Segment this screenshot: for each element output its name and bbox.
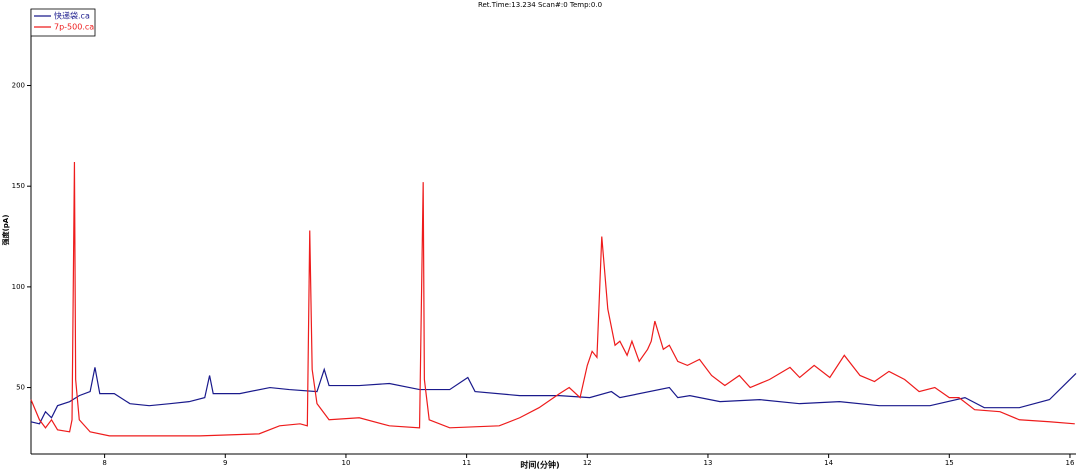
- y-tick-label: 50: [16, 384, 25, 392]
- y-tick-label: 100: [12, 283, 25, 291]
- legend-label: 快递袋.ca: [54, 11, 90, 21]
- chart-title: Ret.Time:13.234 Scan#:0 Temp:0.0: [478, 1, 602, 9]
- x-tick-label: 14: [824, 459, 833, 467]
- series-line: [30, 162, 1075, 437]
- x-tick-label: 10: [341, 459, 350, 467]
- legend-label: 7p-500.ca: [54, 23, 94, 32]
- x-tick-label: 11: [462, 459, 471, 467]
- x-axis-label: 时间(分钟): [520, 460, 559, 470]
- x-tick-label: 12: [583, 459, 592, 467]
- x-tick-label: 15: [945, 459, 954, 467]
- x-tick-label: 16: [1066, 459, 1075, 467]
- x-tick-label: 9: [223, 459, 227, 467]
- series-line: [30, 367, 1077, 425]
- x-tick-label: 8: [102, 459, 106, 467]
- y-tick-label: 150: [12, 182, 25, 190]
- x-tick-label: 13: [703, 459, 712, 467]
- y-tick-label: 200: [12, 82, 25, 90]
- legend-box: [30, 8, 96, 37]
- y-axis-label: 强度(pA): [1, 215, 10, 246]
